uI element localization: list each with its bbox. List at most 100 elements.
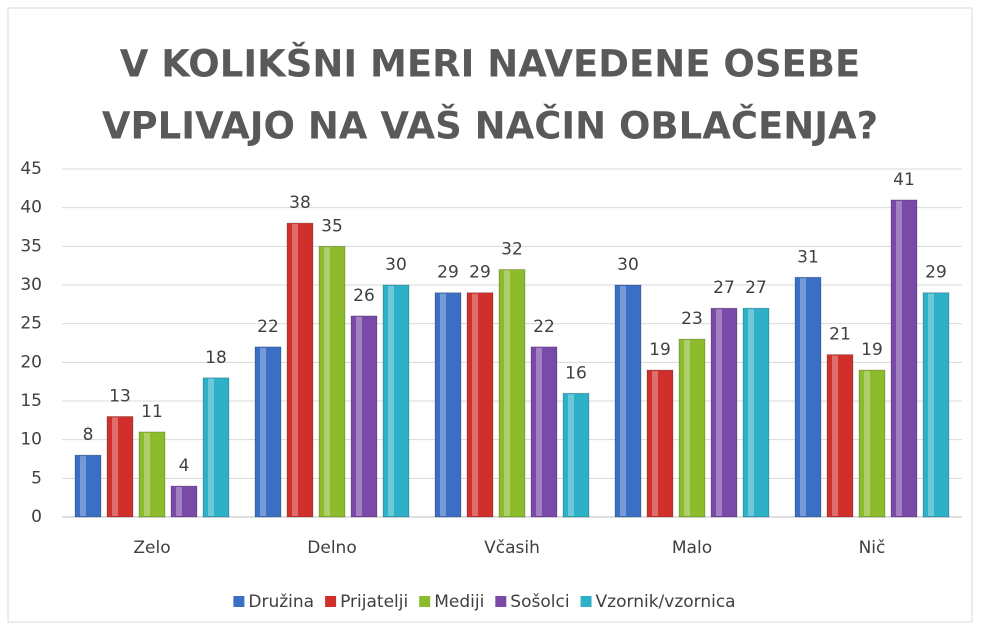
legend-swatch [325, 596, 337, 607]
bar-highlight [864, 371, 870, 516]
data-label: 31 [797, 247, 819, 267]
data-label: 27 [713, 278, 735, 298]
bar-highlight [832, 355, 838, 516]
data-label: 26 [353, 286, 375, 306]
bar [826, 354, 854, 518]
bar [202, 377, 230, 518]
bar [254, 346, 282, 518]
x-tick-label: Nič [859, 538, 886, 558]
data-label: 21 [829, 325, 851, 345]
x-tick-label: Malo [672, 538, 712, 558]
data-label: 11 [141, 402, 163, 422]
bar [678, 338, 706, 518]
bar [530, 346, 558, 518]
bar-highlight [260, 347, 266, 516]
bar-highlight [716, 309, 722, 516]
bar-highlight [144, 432, 150, 516]
data-label: 16 [565, 363, 587, 383]
bar [858, 369, 886, 518]
legend-label: Mediji [434, 592, 484, 612]
legend-swatch [233, 596, 245, 607]
bar [646, 369, 674, 518]
data-label: 41 [893, 170, 915, 190]
bar [710, 307, 738, 518]
data-label: 13 [109, 386, 131, 406]
bar-highlight [652, 371, 658, 516]
bar [890, 199, 918, 518]
bar [350, 315, 378, 518]
bar-highlight [324, 247, 330, 517]
y-tick-label: 30 [20, 275, 42, 295]
legend-swatch [419, 596, 431, 607]
data-label: 35 [321, 216, 343, 236]
bar-highlight [208, 378, 214, 516]
data-label: 19 [649, 340, 671, 360]
bar [74, 454, 102, 518]
data-label: 29 [469, 263, 491, 283]
bar-highlight [568, 394, 574, 516]
data-label: 19 [861, 340, 883, 360]
bar-highlight [356, 316, 362, 516]
y-tick-label: 15 [20, 391, 42, 411]
bar [434, 292, 462, 518]
bar [106, 416, 134, 518]
data-label: 29 [437, 263, 459, 283]
y-tick-label: 20 [20, 352, 42, 372]
data-label: 18 [205, 348, 227, 368]
legend-label: Sošolci [510, 592, 569, 612]
bar-highlight [620, 286, 626, 516]
legend-label: Vzornik/vzornica [596, 592, 736, 612]
y-tick-label: 5 [31, 468, 42, 488]
legend-label: Prijatelji [340, 592, 408, 612]
y-tick-label: 40 [20, 198, 42, 218]
bar [138, 431, 166, 518]
bar-highlight [388, 286, 394, 516]
legend-swatch [580, 596, 592, 607]
bar-highlight [176, 487, 182, 516]
bar [382, 284, 410, 518]
legend-swatch [495, 596, 507, 607]
y-tick-label: 25 [20, 314, 42, 334]
x-tick-label: Delno [307, 538, 356, 558]
bar-highlight [504, 270, 510, 516]
legend-label: Družina [248, 592, 314, 612]
bar-highlight [536, 347, 542, 516]
bar-highlight [80, 456, 86, 516]
data-label: 30 [617, 255, 639, 275]
bar [922, 292, 950, 518]
bar-highlight [112, 417, 118, 516]
y-tick-label: 10 [20, 430, 42, 450]
bar-highlight [800, 278, 806, 516]
x-tick-label: Včasih [484, 538, 540, 558]
bar [498, 269, 526, 518]
y-tick-label: 45 [20, 159, 42, 179]
bar-highlight [684, 340, 690, 516]
y-tick-label: 0 [31, 507, 42, 527]
x-tick-label: Zelo [133, 538, 170, 558]
data-label: 22 [257, 317, 279, 337]
data-label: 22 [533, 317, 555, 337]
data-label: 8 [83, 425, 94, 445]
bar-highlight [440, 293, 446, 516]
bar-highlight [472, 293, 478, 516]
bar [562, 392, 590, 518]
bar-highlight [928, 293, 934, 516]
data-label: 27 [745, 278, 767, 298]
y-tick-label: 35 [20, 236, 42, 256]
data-label: 29 [925, 263, 947, 283]
bar [742, 307, 770, 518]
data-label: 30 [385, 255, 407, 275]
bar-highlight [292, 224, 298, 516]
bar [318, 245, 346, 518]
bar-highlight [896, 200, 902, 516]
data-label: 4 [179, 456, 190, 476]
data-label: 32 [501, 240, 523, 260]
bar [794, 276, 822, 518]
bar [170, 485, 198, 518]
bar [286, 222, 314, 518]
bar-highlight [748, 309, 754, 516]
bar [614, 284, 642, 518]
bar [466, 292, 494, 518]
data-label: 38 [289, 193, 311, 213]
